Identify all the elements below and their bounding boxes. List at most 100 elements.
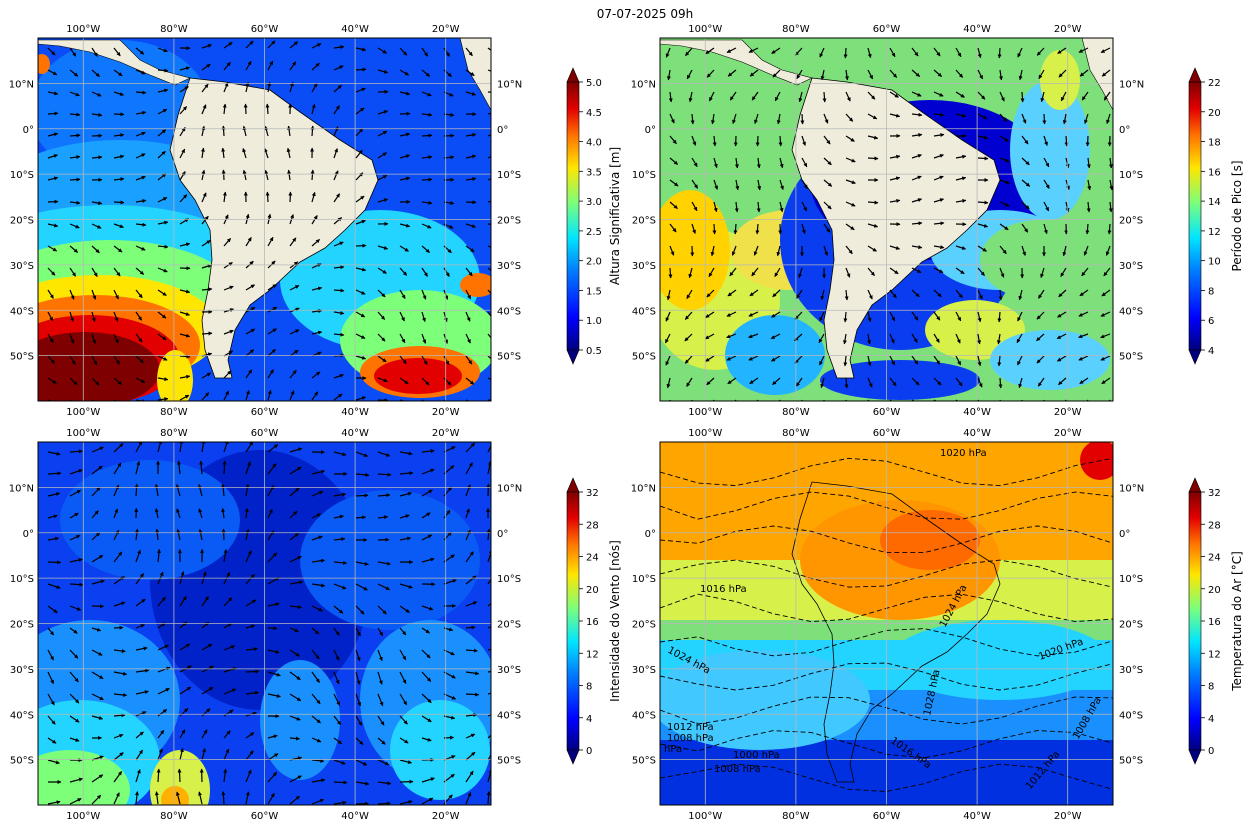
vector-arrow	[201, 596, 209, 607]
vector-arrow	[729, 267, 737, 277]
lon-tick-label-bottom: 60°W	[873, 407, 901, 418]
vector-arrow	[179, 595, 187, 607]
vector-arrow	[333, 126, 339, 137]
vector-arrow	[1042, 113, 1047, 125]
colorbar-tick-label: 8	[586, 682, 592, 693]
vector-arrow	[311, 103, 316, 115]
vector-arrow	[823, 157, 832, 166]
vector-arrow	[175, 484, 181, 497]
vector-arrow	[399, 514, 410, 519]
isobar-label: hPa	[664, 744, 682, 755]
vector-arrow	[665, 355, 671, 366]
colorbar-peak-period: 4 6 8 10 12 14 16 18 20 22 Período de Pico [s]	[1188, 67, 1244, 365]
vector-arrow	[223, 597, 233, 607]
vector-arrow	[710, 113, 715, 125]
vector-arrow	[200, 147, 205, 159]
vector-arrow	[377, 311, 386, 320]
vector-arrow	[726, 333, 737, 339]
vector-arrow	[1060, 91, 1067, 102]
vector-arrow	[933, 221, 945, 226]
vector-arrow	[113, 529, 120, 541]
vector-arrow	[69, 377, 78, 386]
vector-arrow	[487, 602, 491, 607]
lat-tick-label-right: 10°S	[1119, 170, 1143, 181]
vector-arrow	[443, 267, 450, 277]
lon-tick-label-top: 40°W	[963, 428, 991, 439]
vector-arrow	[157, 333, 167, 341]
map-grid	[660, 442, 1113, 805]
vector-arrow	[157, 311, 167, 319]
vector-arrow	[443, 531, 452, 541]
lat-tick-label-right: 10°N	[497, 79, 522, 90]
vector-arrow	[91, 486, 101, 497]
colorbar-tick-label: 4	[586, 714, 592, 725]
vector-arrow	[1057, 355, 1067, 362]
vector-arrow	[798, 91, 803, 103]
colorbar-tick-label: 2.5	[586, 227, 602, 238]
vector-arrow	[823, 113, 829, 124]
vector-arrow	[377, 493, 391, 498]
vector-arrow	[911, 198, 923, 203]
vector-arrow	[69, 223, 80, 229]
vector-arrow	[999, 223, 1009, 231]
vector-arrow	[91, 465, 103, 475]
vector-arrow	[756, 201, 761, 213]
vector-arrow	[179, 621, 188, 629]
vector-arrow	[999, 91, 1005, 102]
vector-arrow	[1101, 289, 1111, 297]
vector-arrow	[245, 442, 254, 453]
vector-arrow	[377, 759, 390, 766]
vector-arrow	[399, 267, 408, 276]
vector-arrow	[113, 311, 119, 322]
vector-arrow	[465, 154, 477, 159]
vector-arrow	[157, 666, 171, 673]
vector-arrow	[311, 535, 323, 541]
vector-arrow	[311, 330, 323, 335]
lat-tick-label-right: 20°S	[1119, 216, 1143, 227]
vector-arrow	[734, 157, 739, 169]
vector-arrow	[748, 311, 759, 317]
vector-arrow	[977, 91, 986, 100]
vector-arrow	[779, 157, 784, 169]
vector-arrow	[47, 311, 54, 322]
colorbar-label: Altura Significativa [m]	[608, 147, 622, 285]
vector-arrow	[333, 45, 345, 50]
vector-arrow	[997, 311, 1002, 323]
vector-arrow	[399, 333, 406, 344]
vector-arrow	[201, 239, 211, 247]
vector-arrow	[465, 69, 475, 77]
vector-arrow	[669, 245, 675, 256]
vector-arrow	[377, 289, 386, 298]
vector-arrow	[977, 223, 989, 228]
vector-arrow	[911, 47, 919, 57]
vector-arrow	[311, 490, 324, 497]
colorbar-tick-label: 3.0	[586, 197, 602, 208]
vector-arrow	[267, 389, 272, 401]
vector-arrow	[955, 377, 963, 387]
vector-arrow	[311, 82, 318, 93]
vector-arrow	[465, 355, 473, 365]
vector-arrow	[955, 154, 967, 159]
vector-arrow	[933, 47, 941, 57]
lon-tick-label-top: 80°W	[160, 428, 188, 439]
vector-arrow	[421, 627, 430, 634]
vector-arrow	[933, 245, 945, 250]
vector-arrow	[355, 671, 361, 685]
vector-arrow	[311, 605, 323, 612]
vector-arrow	[157, 596, 166, 607]
vector-arrow	[113, 223, 124, 229]
lat-tick-label-left: 40°S	[10, 710, 34, 721]
lat-tick-label-left: 10°N	[9, 483, 34, 494]
lat-tick-label-left: 30°S	[632, 261, 656, 272]
vector-arrow	[1106, 113, 1111, 125]
vector-arrow	[933, 154, 944, 159]
vector-arrow	[333, 170, 339, 181]
colorbar-tick-label: 6	[1208, 316, 1214, 327]
colorbar-tick-label: 1.0	[586, 316, 602, 327]
lon-tick-label-top: 100°W	[66, 428, 100, 439]
vector-arrow	[712, 223, 717, 235]
vector-arrow	[157, 397, 169, 401]
vector-arrow	[355, 493, 369, 498]
vector-arrow	[113, 69, 123, 77]
vector-arrow	[135, 131, 146, 137]
